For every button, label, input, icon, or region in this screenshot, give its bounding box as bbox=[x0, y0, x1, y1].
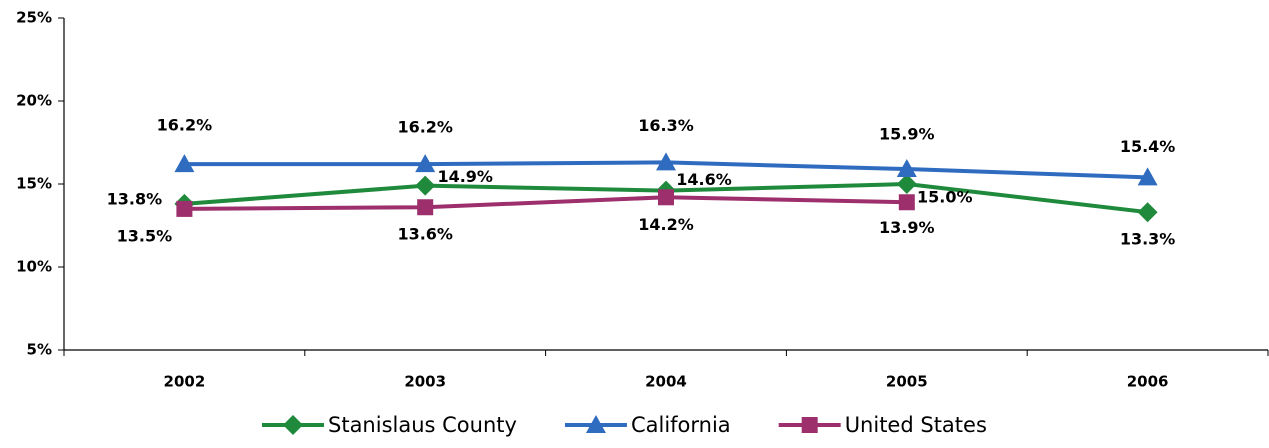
legend-marker bbox=[801, 417, 818, 433]
marker bbox=[417, 199, 434, 216]
data-label: 16.3% bbox=[638, 116, 694, 135]
data-label: 14.9% bbox=[437, 167, 493, 186]
data-label: 15.9% bbox=[879, 125, 935, 144]
x-tick-label: 2003 bbox=[404, 373, 446, 391]
marker bbox=[1137, 167, 1158, 186]
marker bbox=[176, 200, 193, 217]
series-line bbox=[184, 195, 907, 211]
data-label: 16.2% bbox=[157, 116, 213, 135]
data-label: 15.4% bbox=[1120, 137, 1176, 156]
data-label: 13.9% bbox=[879, 218, 935, 237]
legend-marker bbox=[283, 415, 303, 435]
y-tick-label: 10% bbox=[16, 258, 52, 276]
data-label: 13.3% bbox=[1120, 230, 1176, 249]
x-tick-label: 2004 bbox=[645, 373, 687, 391]
marker bbox=[658, 189, 674, 206]
marker bbox=[656, 152, 676, 171]
y-tick-label: 5% bbox=[27, 341, 52, 359]
x-tick-label: 2005 bbox=[886, 373, 928, 391]
y-tick-label: 25% bbox=[16, 9, 52, 27]
data-label: 13.6% bbox=[397, 225, 453, 244]
marker bbox=[896, 174, 917, 194]
marker bbox=[898, 194, 915, 211]
marker bbox=[415, 154, 436, 173]
data-label: 14.6% bbox=[676, 170, 732, 189]
y-tick-label: 20% bbox=[16, 92, 52, 110]
legend-label: California bbox=[631, 413, 731, 437]
marker bbox=[174, 154, 195, 173]
x-tick-label: 2002 bbox=[164, 373, 206, 391]
legend-label: Stanislaus County bbox=[328, 413, 517, 437]
data-label: 13.8% bbox=[107, 189, 163, 208]
legend-marker bbox=[585, 415, 606, 433]
data-label: 16.2% bbox=[397, 118, 453, 137]
x-tick-label: 2006 bbox=[1127, 373, 1169, 391]
marker bbox=[415, 175, 436, 196]
data-label: 13.5% bbox=[117, 226, 173, 245]
marker bbox=[1137, 202, 1158, 223]
data-label: 14.2% bbox=[638, 215, 694, 234]
data-label: 15.0% bbox=[917, 188, 973, 207]
marker bbox=[896, 159, 917, 178]
legend-label: United States bbox=[845, 413, 987, 437]
y-tick-label: 15% bbox=[16, 175, 52, 193]
